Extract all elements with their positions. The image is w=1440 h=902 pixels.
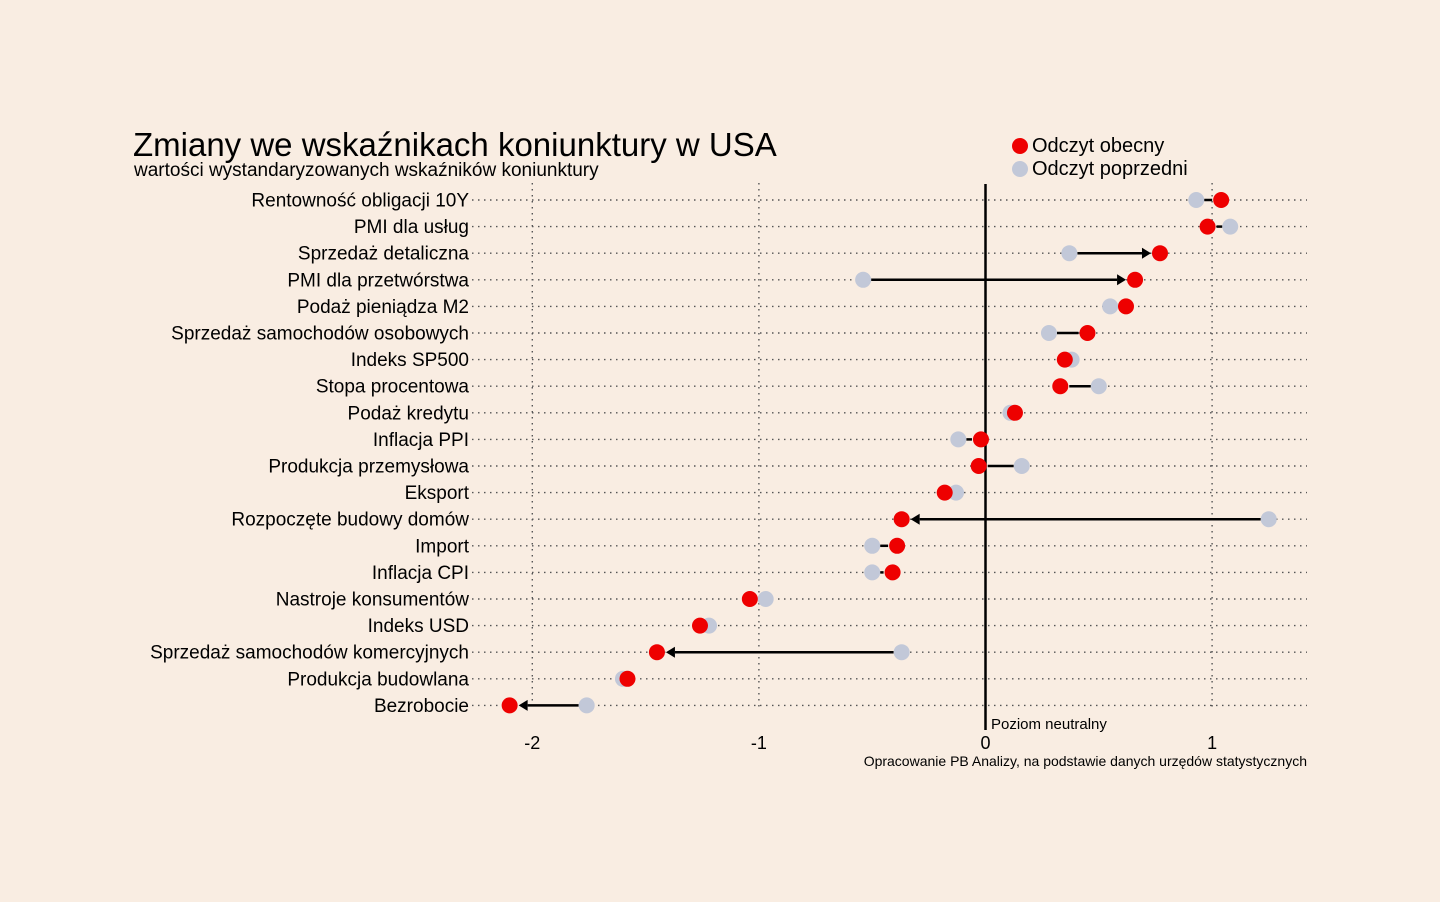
legend-label-current: Odczyt obecny — [1032, 135, 1164, 157]
marker-previous — [578, 697, 595, 714]
marker-previous — [948, 484, 965, 501]
marker-current — [1199, 218, 1216, 235]
marker-previous — [1061, 245, 1078, 262]
category-label: Rentowność obligacji 10Y — [251, 191, 469, 212]
category-label: Produkcja budowlana — [287, 669, 469, 690]
marker-current — [648, 644, 665, 661]
source-note: Opracowanie PB Analizy, na podstawie dan… — [864, 753, 1307, 769]
neutral-level-label: Poziom neutralny — [991, 716, 1107, 733]
category-label: Import — [415, 536, 470, 557]
plot-area: Rentowność obligacji 10Y PMI dla usług Spr… — [150, 183, 1307, 753]
marker-current — [970, 458, 987, 474]
marker-previous — [864, 564, 881, 581]
marker-current — [1079, 325, 1096, 341]
category-label: Inflacja CPI — [372, 563, 469, 584]
category-label: Sprzedaż detaliczna — [298, 244, 470, 265]
x-tick-label: -1 — [751, 733, 767, 753]
marker-previous — [1222, 218, 1239, 235]
change-arrowhead — [1117, 274, 1127, 286]
x-tick-label: 1 — [1207, 733, 1217, 753]
legend-marker-previous — [1012, 161, 1028, 177]
chart-title: Zmiany we wskaźnikach koniunktury w USA — [133, 126, 777, 163]
category-label: Sprzedaż samochodów komercyjnych — [150, 643, 469, 664]
category-label: Rozpoczęte budowy domów — [231, 510, 469, 531]
legend-marker-current — [1012, 138, 1028, 154]
category-label: Eksport — [405, 483, 470, 504]
category-label: Stopa procentowa — [316, 377, 470, 398]
marker-previous — [1260, 511, 1277, 528]
marker-current — [1127, 271, 1144, 288]
category-label: Produkcja przemysłowa — [268, 457, 469, 478]
category-label: Sprzedaż samochodów osobowych — [171, 324, 469, 345]
marker-current — [1052, 378, 1069, 395]
change-arrowhead — [665, 646, 675, 658]
change-arrowhead — [518, 699, 528, 711]
category-label: PMI dla usług — [354, 217, 469, 238]
category-label: Nastroje konsumentów — [276, 590, 470, 611]
x-tick-label: 0 — [980, 733, 990, 753]
marker-current — [1006, 404, 1023, 421]
marker-current — [1117, 298, 1134, 315]
marker-current — [691, 617, 708, 634]
legend-label-previous: Odczyt poprzedni — [1032, 158, 1188, 180]
marker-previous — [1040, 325, 1057, 341]
marker-previous — [950, 431, 967, 448]
marker-current — [972, 431, 989, 448]
legend: Odczyt obecny Odczyt poprzedni — [1012, 135, 1188, 180]
category-label: PMI dla przetwórstwa — [287, 270, 469, 291]
category-label: Indeks USD — [368, 616, 469, 637]
change-arrowhead — [910, 513, 920, 525]
marker-previous — [757, 591, 774, 607]
marker-previous — [1013, 458, 1030, 474]
marker-current — [884, 564, 901, 581]
category-label: Podaż kredytu — [348, 403, 469, 424]
marker-previous — [1102, 298, 1119, 315]
marker-current — [1213, 192, 1230, 208]
chart-subtitle: wartości wystandaryzowanych wskaźników k… — [133, 160, 599, 181]
category-label: Bezrobocie — [374, 696, 469, 717]
marker-previous — [864, 537, 881, 554]
marker-current — [936, 484, 953, 501]
category-label: Inflacja PPI — [373, 430, 469, 451]
marker-previous — [1090, 378, 1107, 395]
marker-current — [619, 670, 636, 687]
marker-current — [1056, 351, 1073, 368]
category-label: Indeks SP500 — [351, 350, 469, 371]
marker-current — [1151, 245, 1168, 262]
marker-current — [893, 511, 910, 528]
category-label: Podaż pieniądza M2 — [297, 297, 469, 318]
x-tick-label: -2 — [524, 733, 540, 753]
marker-current — [501, 697, 518, 714]
marker-current — [889, 537, 906, 554]
marker-current — [741, 591, 758, 607]
marker-previous — [893, 644, 910, 661]
change-arrowhead — [1141, 247, 1151, 259]
marker-previous — [855, 271, 872, 288]
marker-previous — [1188, 192, 1205, 208]
